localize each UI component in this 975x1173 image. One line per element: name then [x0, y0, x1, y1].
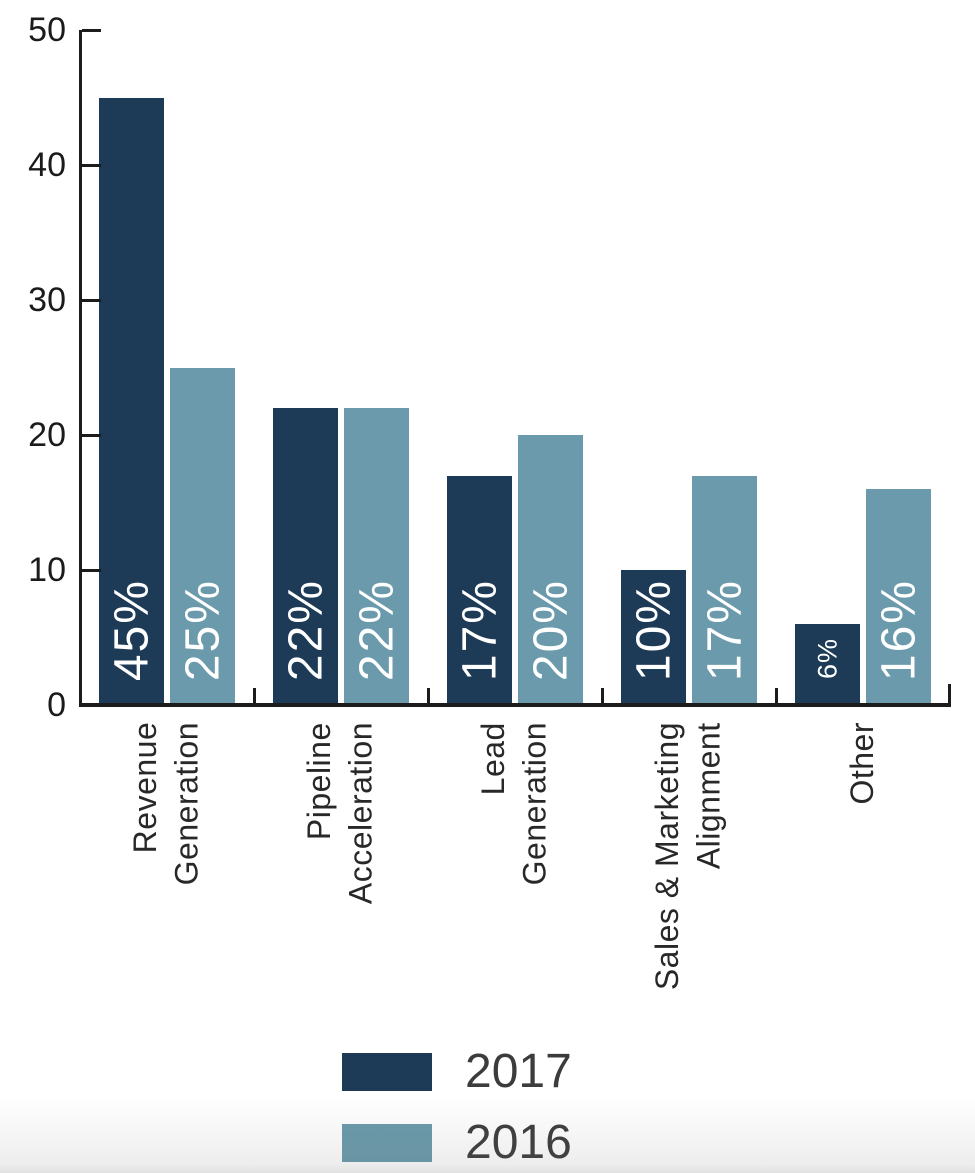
bar-2017: 10%: [621, 570, 686, 705]
legend-label: 2016: [465, 1116, 572, 1169]
legend-item: 2017: [342, 1048, 572, 1096]
y-tick-label: 0: [47, 686, 66, 724]
bar-2017: 6%: [795, 624, 860, 705]
bar-group: 10% 17%: [602, 475, 776, 705]
bar-2016: 25%: [170, 367, 235, 705]
bar-2017: 22%: [273, 408, 338, 705]
bar-group: 45% 25%: [80, 97, 254, 705]
category-label: Pipeline Acceleration: [301, 722, 379, 905]
legend-swatch-2016: [342, 1124, 432, 1162]
category-cell: Revenue Generation: [80, 722, 254, 1082]
bar-2016: 22%: [344, 408, 409, 705]
bar-2017: 17%: [447, 475, 512, 705]
bar-value-label: 22%: [279, 578, 332, 681]
bar-value-label: 20%: [524, 578, 577, 681]
category-cell: Lead Generation: [428, 722, 602, 1082]
category-label: Sales & Marketing Alignment: [649, 722, 727, 991]
bar-value-label: 17%: [698, 578, 751, 681]
category-separator-tick: [252, 688, 256, 703]
category-separator-tick: [426, 688, 430, 703]
bar-value-label: 10%: [627, 578, 680, 681]
category-separator-tick: [774, 688, 778, 703]
category-label: Other: [844, 722, 881, 805]
category-label: Lead Generation: [475, 722, 553, 886]
category-label: Revenue Generation: [127, 722, 205, 886]
category-cell: Sales & Marketing Alignment: [602, 722, 776, 1082]
bar-value-label: 22%: [350, 578, 403, 681]
legend-swatch-2017: [342, 1053, 432, 1091]
axis-end-tick: [948, 684, 951, 703]
bar-group: 6% 16%: [776, 489, 950, 705]
y-tick-mark: [82, 568, 101, 572]
bars-row: 45% 25% 22% 22% 17% 20% 10% 17% 6% 16%: [80, 97, 950, 705]
bar-value-label: 16%: [872, 578, 925, 681]
y-tick-label: 20: [28, 416, 66, 454]
bar-2017: 45%: [99, 97, 164, 705]
y-tick-mark: [82, 163, 101, 167]
y-tick-label: 10: [28, 551, 66, 589]
y-tick-mark: [82, 433, 101, 437]
legend-label: 2017: [465, 1045, 572, 1098]
category-cell: Pipeline Acceleration: [254, 722, 428, 1082]
y-tick-label: 40: [28, 146, 66, 184]
y-tick-mark: [82, 298, 101, 302]
legend: 2017 2016: [342, 1048, 572, 1173]
category-axis-labels: Revenue Generation Pipeline Acceleration L…: [80, 722, 950, 1082]
bar-group: 22% 22%: [254, 408, 428, 705]
category-cell: Other: [776, 722, 950, 1082]
y-tick-label: 50: [28, 11, 66, 49]
y-axis-line: [79, 30, 82, 706]
bar-value-label: 25%: [176, 578, 229, 681]
bar-2016: 16%: [866, 489, 931, 705]
bar-2016: 17%: [692, 475, 757, 705]
bar-value-label: 45%: [105, 578, 158, 681]
bar-value-label: 6%: [812, 637, 842, 679]
bar-value-label: 17%: [453, 578, 506, 681]
x-axis-line: [79, 703, 951, 707]
y-tick-mark: [82, 28, 101, 32]
legend-item: 2016: [342, 1119, 572, 1167]
bar-2016: 20%: [518, 435, 583, 705]
category-separator-tick: [600, 688, 604, 703]
y-tick-label: 30: [28, 281, 66, 319]
bar-group: 17% 20%: [428, 435, 602, 705]
